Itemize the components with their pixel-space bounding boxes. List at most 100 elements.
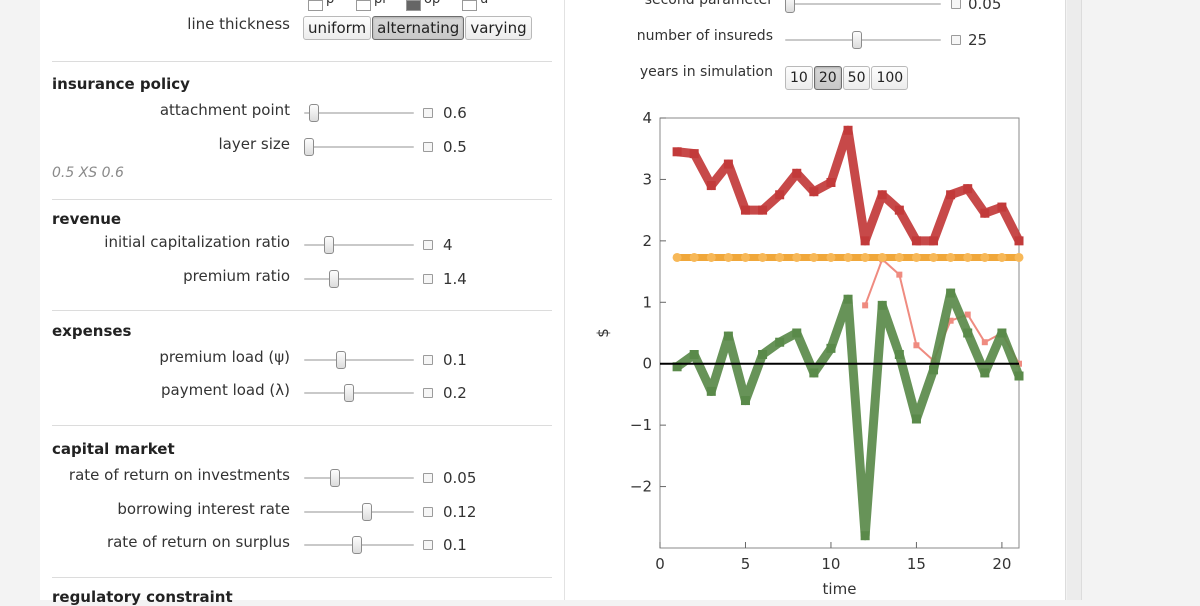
expand-plus-icon[interactable] — [423, 108, 433, 118]
payment-load-slider[interactable] — [304, 381, 414, 405]
rate-of-return-on-investments-label: rate of return on investments — [68, 466, 290, 484]
layer-size-slider[interactable] — [304, 135, 414, 159]
data-point — [792, 328, 802, 338]
expand-plus-icon[interactable] — [423, 274, 433, 284]
initial-capitalization-ratio-row: initial capitalization ratio 4 — [40, 233, 560, 257]
expand-plus-icon[interactable] — [423, 540, 433, 550]
data-point — [980, 252, 990, 262]
payment-load-value: 0.2 — [443, 384, 467, 402]
borrowing-interest-rate-label: borrowing interest rate — [117, 500, 290, 518]
checkbox-p[interactable] — [308, 0, 323, 11]
data-point — [896, 271, 903, 278]
premium-ratio-value: 1.4 — [443, 270, 467, 288]
expand-plus-icon[interactable] — [423, 355, 433, 365]
slider-thumb[interactable] — [336, 351, 346, 369]
checkbox-op[interactable] — [406, 0, 421, 11]
attachment-point-slider[interactable] — [304, 101, 414, 125]
data-point — [775, 252, 785, 262]
slider-thumb[interactable] — [344, 384, 354, 402]
second-parameter-value: 0.05 — [968, 0, 1002, 13]
borrowing-interest-rate-value: 0.12 — [443, 503, 477, 521]
data-point — [775, 337, 785, 347]
expand-plus-icon[interactable] — [423, 473, 433, 483]
data-point — [826, 252, 836, 262]
data-point — [740, 205, 750, 215]
attachment-point-row: attachment point 0.6 — [40, 101, 560, 125]
premium-ratio-slider[interactable] — [304, 267, 414, 291]
data-point — [809, 368, 819, 378]
line-thickness-row: line thickness uniform alternating varying — [40, 15, 560, 40]
premium-ratio-label: premium ratio — [183, 267, 290, 285]
premium-load-slider[interactable] — [304, 348, 414, 372]
checkbox-pr[interactable] — [356, 0, 371, 11]
controls-panel: p pr op u line thickness uniformalternat… — [40, 0, 565, 606]
slider-thumb[interactable] — [785, 0, 795, 13]
years-50-button[interactable]: 50 — [842, 66, 871, 90]
divider — [52, 425, 552, 426]
slider-thumb[interactable] — [352, 536, 362, 554]
layer-size-label: layer size — [218, 135, 290, 153]
y-tick-label: 1 — [642, 293, 652, 311]
slider-thumb[interactable] — [304, 138, 314, 156]
output-panel: second parameter 0.05 number of insureds… — [565, 0, 1066, 600]
slider-thumb[interactable] — [852, 31, 863, 49]
data-point — [672, 362, 682, 372]
second-parameter-slider[interactable] — [785, 0, 941, 16]
expand-plus-icon[interactable] — [951, 0, 961, 9]
data-point — [997, 202, 1007, 212]
checkbox-u[interactable] — [462, 0, 477, 11]
data-point — [860, 236, 870, 246]
y-tick-label: 2 — [642, 232, 652, 250]
years-20-button[interactable]: 20 — [813, 66, 842, 90]
data-point — [689, 149, 699, 159]
revenue-heading: revenue — [52, 210, 122, 228]
expand-plus-icon[interactable] — [423, 240, 433, 250]
line-thickness-varying-button[interactable]: varying — [465, 16, 532, 40]
premium-load-row: premium load (ψ) 0.1 — [40, 348, 560, 372]
data-point — [981, 339, 988, 346]
regulatory-constraint-heading: regulatory constraint — [52, 588, 233, 606]
data-point — [877, 300, 887, 310]
x-tick-label: 0 — [655, 555, 665, 573]
premium-ratio-row: premium ratio 1.4 — [40, 267, 560, 291]
slider-thumb[interactable] — [362, 503, 372, 521]
data-point — [706, 386, 716, 396]
data-point — [862, 302, 869, 309]
rate-of-return-on-surplus-slider[interactable] — [304, 533, 414, 557]
expand-plus-icon[interactable] — [423, 142, 433, 152]
rate-of-return-on-investments-slider[interactable] — [304, 466, 414, 490]
rate-of-return-on-surplus-value: 0.1 — [443, 536, 467, 554]
slider-thumb[interactable] — [329, 270, 339, 288]
data-point — [911, 414, 921, 424]
expand-plus-icon[interactable] — [423, 507, 433, 517]
years-in-simulation-row: years in simulation 10 20 50 100 — [565, 64, 1060, 90]
data-point — [860, 252, 870, 262]
borrowing-interest-rate-slider[interactable] — [304, 500, 414, 524]
slider-thumb[interactable] — [309, 104, 319, 122]
line-thickness-uniform-button[interactable]: uniform — [303, 16, 372, 40]
payment-load-row: payment load (λ) 0.2 — [40, 381, 560, 405]
attachment-point-value: 0.6 — [443, 104, 467, 122]
data-point — [997, 328, 1007, 338]
insurance-policy-heading: insurance policy — [52, 75, 190, 93]
expand-plus-icon[interactable] — [951, 35, 961, 45]
x-axis-label: time — [823, 580, 857, 598]
number-of-insureds-slider[interactable] — [785, 28, 941, 52]
y-tick-label: 3 — [642, 170, 652, 188]
expand-plus-icon[interactable] — [423, 388, 433, 398]
initial-capitalization-ratio-slider[interactable] — [304, 233, 414, 257]
data-point — [911, 236, 921, 246]
line-thickness-alternating-button[interactable]: alternating — [372, 16, 465, 40]
data-point — [894, 205, 904, 215]
layer-size-row: layer size 0.5 — [40, 135, 560, 159]
y-axis-label: $ — [594, 328, 612, 338]
data-point — [672, 147, 682, 157]
data-point — [826, 178, 836, 187]
years-10-button[interactable]: 10 — [785, 66, 813, 90]
initial-capitalization-ratio-value: 4 — [443, 236, 453, 254]
slider-thumb[interactable] — [330, 469, 340, 487]
x-tick-label: 10 — [821, 555, 840, 573]
years-100-button[interactable]: 100 — [871, 66, 909, 90]
slider-thumb[interactable] — [324, 236, 334, 254]
data-point — [758, 350, 768, 359]
